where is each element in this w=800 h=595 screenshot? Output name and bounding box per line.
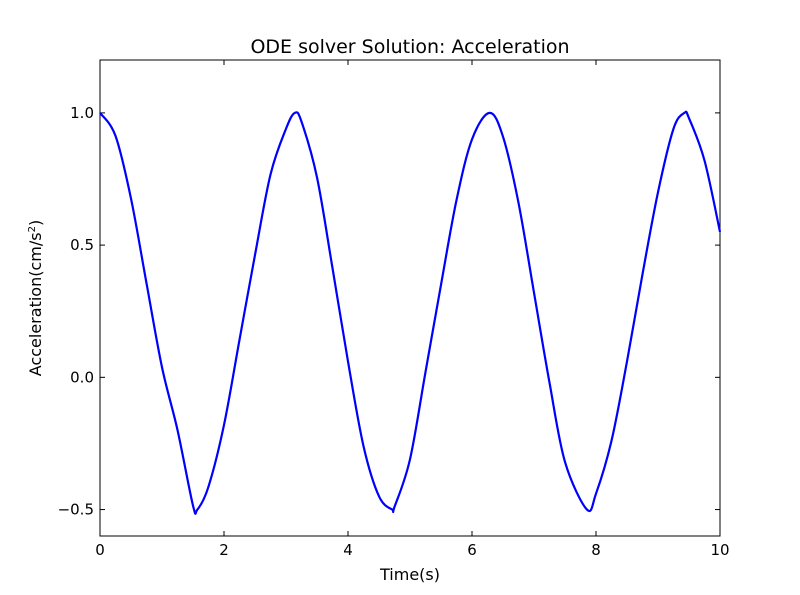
- y-axis-label-base: Acceleration(cm/s: [26, 232, 45, 376]
- plot-area-frame: [99, 59, 721, 537]
- x-tick-label: 10: [710, 541, 729, 559]
- acceleration-series-line: [99, 110, 722, 515]
- y-tick-label: −0.5: [58, 501, 94, 519]
- x-tick-label: 4: [343, 541, 353, 559]
- x-axis-label: Time(s): [379, 565, 440, 584]
- x-tick-label: 8: [591, 541, 601, 559]
- y-tick-label: 1.0: [70, 104, 94, 122]
- y-axis-label: Acceleration(cm/s2): [26, 220, 45, 376]
- y-axis-ticks: −0.5 0.0 0.5 1.0: [58, 104, 720, 519]
- x-tick-label: 2: [219, 541, 229, 559]
- y-tick-label: 0.5: [70, 236, 94, 254]
- y-axis-label-superscript: 2: [27, 226, 38, 232]
- y-tick-label: 0.0: [70, 368, 94, 386]
- chart-title: ODE solver Solution: Acceleration: [250, 36, 569, 58]
- x-tick-label: 0: [95, 541, 105, 559]
- x-tick-label: 6: [467, 541, 477, 559]
- x-axis-ticks: 0 2 4 6 8 10: [95, 60, 730, 559]
- y-axis-label-end: ): [26, 220, 45, 226]
